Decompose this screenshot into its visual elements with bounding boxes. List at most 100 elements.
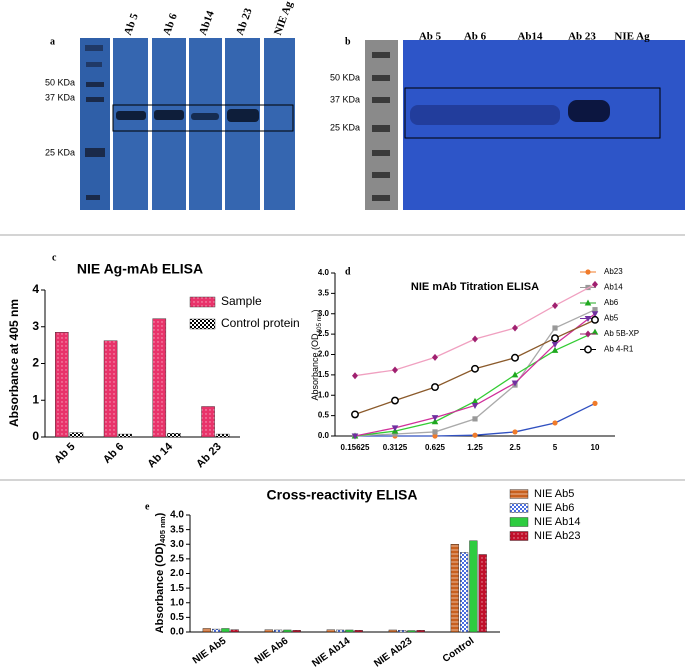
x-tick-label: NIE Ab6: [253, 635, 291, 666]
point: [471, 397, 479, 404]
point: [431, 418, 439, 425]
legend-label: Ab14: [604, 283, 623, 292]
marker-label: 50 KDa: [45, 77, 75, 87]
bar: [215, 433, 230, 438]
panel-letter: a: [50, 36, 55, 47]
y-tick-label: 0.5: [318, 411, 330, 420]
bar: [264, 629, 273, 633]
y-axis-label-part: Absorbance (OD): [154, 543, 166, 634]
chart-title: NIE Ag-mAb ELISA: [77, 261, 203, 277]
y-tick-label: 1.5: [170, 583, 184, 594]
y-tick-label: 3: [32, 319, 39, 333]
point: [431, 415, 439, 422]
legend-label: Ab5: [604, 314, 619, 323]
y-tick-label: 3.0: [318, 309, 330, 318]
point: [472, 335, 478, 343]
panel-letter: c: [52, 252, 57, 263]
legend-label: NIE Ab5: [534, 488, 574, 500]
legend-marker: [584, 299, 592, 306]
bar: [388, 629, 397, 633]
legend-label: Sample: [221, 294, 262, 308]
legend-swatch: [509, 517, 529, 527]
x-tick-label: Ab 5: [52, 441, 77, 466]
point: [512, 429, 518, 435]
point: [592, 400, 598, 406]
x-tick-label: NIE Ab5: [191, 635, 229, 666]
bar: [55, 332, 69, 438]
lane-label: Ab14: [517, 31, 543, 43]
bar: [211, 628, 221, 633]
y-tick-label: 3.5: [318, 288, 330, 297]
x-tick-label: 0.625: [425, 443, 446, 452]
y-axis-label-part: 405 nm: [158, 516, 167, 543]
legend-label: Ab23: [604, 267, 623, 276]
bar: [336, 629, 345, 633]
point: [392, 366, 398, 374]
bar: [221, 628, 230, 633]
bar: [407, 630, 416, 633]
blot-a-bands: [116, 109, 259, 122]
y-tick-label: 2.5: [318, 329, 330, 338]
point: [511, 353, 519, 362]
chart-title: Cross-reactivity ELISA: [267, 487, 418, 503]
y-tick-label: 2.0: [318, 350, 330, 359]
lane-label: Ab 23: [568, 31, 596, 43]
y-tick-label: 4.0: [318, 268, 330, 277]
bar: [398, 630, 407, 633]
legend-swatch: [189, 318, 216, 330]
bar: [354, 630, 363, 633]
legend-marker: [585, 330, 591, 338]
y-axis-label: Absorbance (OD)405 nm): [154, 512, 167, 633]
y-tick-label: 3.5: [170, 524, 184, 535]
bar: [345, 629, 354, 633]
marker-label: 37 KDa: [45, 92, 75, 102]
y-tick-label: 1.0: [170, 597, 184, 608]
point: [391, 425, 399, 432]
y-tick-label: 2.5: [170, 554, 184, 565]
series-line: [354, 283, 596, 377]
x-tick-label: 0.15625: [341, 443, 370, 452]
legend-label: Ab 5B-XP: [604, 329, 639, 338]
panel-letter: d: [345, 266, 351, 277]
legend-label: NIE Ab23: [534, 530, 580, 542]
legend-swatch: [189, 296, 216, 308]
point: [432, 429, 438, 435]
x-tick-label: NIE Ab23: [372, 635, 414, 669]
legend-marker: [585, 269, 591, 275]
y-tick-label: 1: [32, 392, 39, 406]
x-tick-label: NIE Ab14: [310, 635, 352, 669]
point: [592, 280, 598, 288]
bar: [292, 630, 301, 633]
y-axis-label: Absorbance at 405 nm: [7, 299, 21, 427]
point: [591, 328, 599, 335]
x-tick-label: 10: [591, 443, 600, 452]
point: [431, 383, 439, 392]
lane-label: NIE Ag: [614, 31, 650, 43]
point: [511, 380, 519, 387]
point: [551, 334, 559, 343]
point: [472, 416, 478, 422]
bar: [202, 628, 211, 633]
legend-label: Ab 4-R1: [604, 345, 634, 354]
marker-label: 25 KDa: [330, 122, 360, 132]
point: [552, 420, 558, 426]
lane-label: Ab 5: [419, 31, 442, 43]
bar: [274, 629, 283, 633]
point: [591, 315, 599, 324]
point: [511, 371, 519, 378]
point: [552, 325, 558, 331]
x-tick-label: 2.5: [509, 443, 521, 452]
blot-b-box: [404, 87, 661, 139]
y-axis-label: Absorbance (OD405 nm): [310, 309, 322, 400]
bar: [118, 433, 132, 438]
legend-marker: [584, 345, 592, 354]
point: [391, 396, 399, 405]
y-tick-label: 2: [32, 356, 39, 370]
ladder-bands-a: [85, 45, 105, 200]
x-tick-label: Ab 14: [145, 440, 175, 470]
y-tick-label: 0: [32, 429, 39, 443]
bar: [326, 629, 335, 633]
blot-a-box: [112, 104, 294, 132]
y-tick-label: 4.0: [170, 510, 184, 521]
